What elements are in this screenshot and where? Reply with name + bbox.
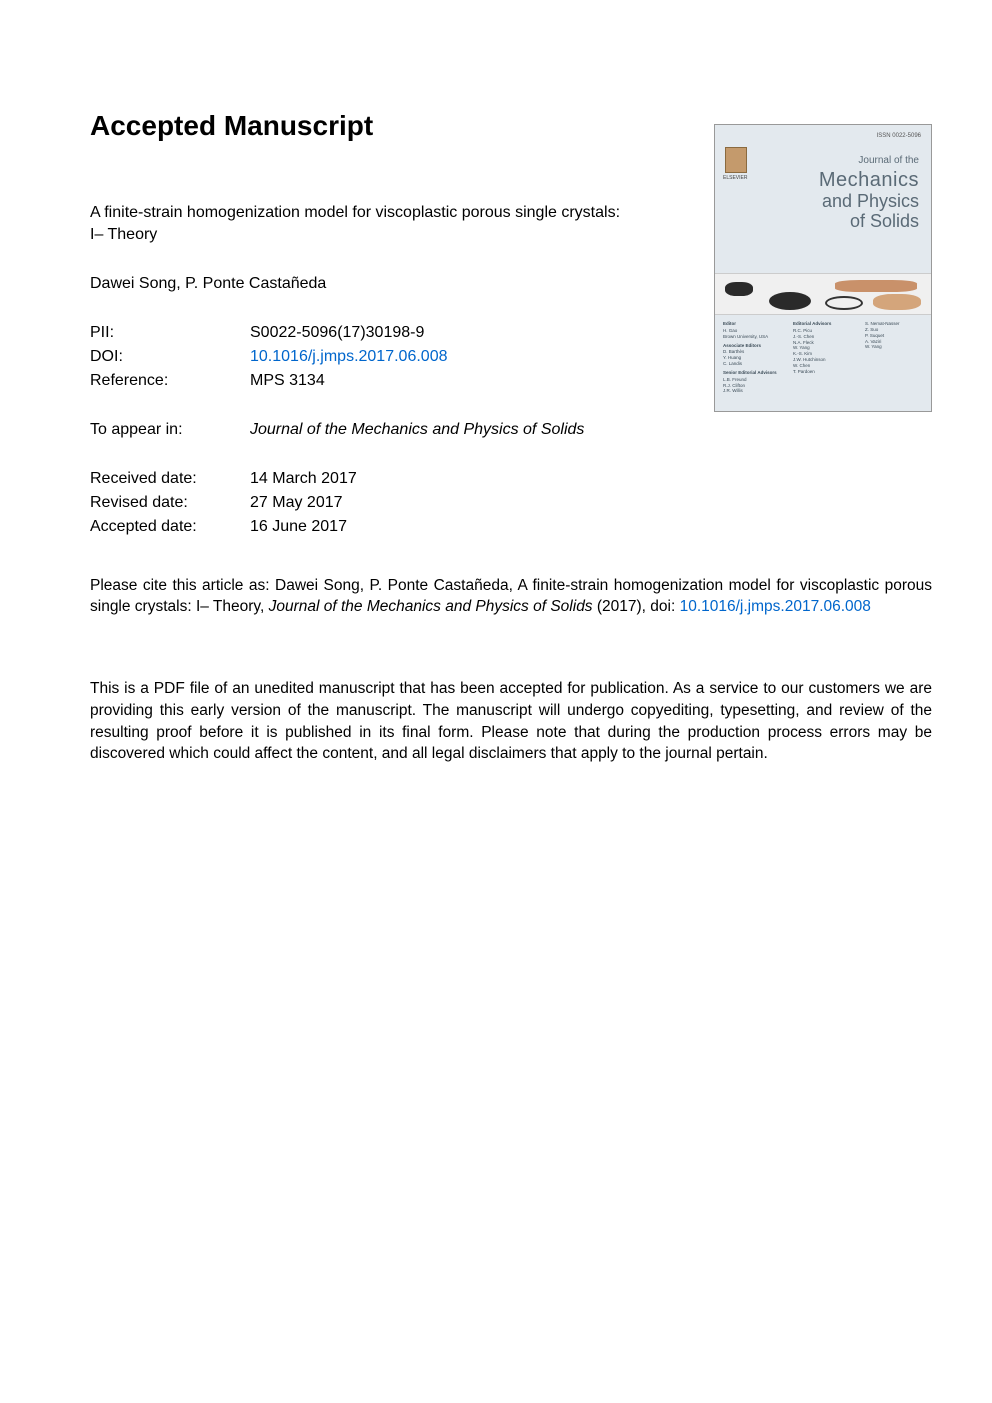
received-row: Received date: 14 March 2017 (90, 467, 932, 491)
received-value: 14 March 2017 (250, 467, 357, 491)
elsevier-logo-icon (725, 147, 747, 173)
cover-board-name: T. Pardoen (793, 369, 853, 375)
reference-label: Reference: (90, 369, 250, 393)
accepted-label: Accepted date: (90, 515, 250, 539)
cover-assoc-heading: Associate Editors (723, 343, 783, 349)
reference-value: MPS 3134 (250, 369, 325, 393)
citation-year: (2017), doi: (593, 598, 680, 615)
dates-table: Received date: 14 March 2017 Revised dat… (90, 467, 932, 539)
cover-editor-heading: Editor (723, 321, 783, 327)
cover-shape-icon (825, 296, 863, 310)
cover-shape-icon (769, 292, 811, 310)
to-appear-value: Journal of the Mechanics and Physics of … (250, 421, 584, 439)
cover-advisor-name: J.R. Willis (723, 388, 783, 394)
citation-journal: Journal of the Mechanics and Physics of … (269, 598, 593, 615)
cover-shape-icon (873, 294, 921, 310)
cover-top-region: ISSN 0022-5096 ELSEVIER Journal of the M… (715, 125, 931, 273)
doi-link[interactable]: 10.1016/j.jmps.2017.06.008 (250, 345, 447, 369)
accepted-row: Accepted date: 16 June 2017 (90, 515, 932, 539)
citation-text: Please cite this article as: Dawei Song,… (90, 575, 932, 618)
cover-journal-of: Journal of the (858, 155, 919, 166)
cover-senior-heading: Senior Editorial Advisors (723, 370, 783, 376)
received-label: Received date: (90, 467, 250, 491)
cover-board-heading: Editorial Advisors (793, 321, 853, 327)
pii-label: PII: (90, 321, 250, 345)
cover-editorial-board: Editor H. Gao Brown University, USA Asso… (715, 315, 931, 412)
citation-doi-link[interactable]: 10.1016/j.jmps.2017.06.008 (680, 598, 871, 615)
cover-title-line2: and Physics (822, 191, 919, 212)
cover-graphic-band (715, 273, 931, 315)
to-appear-label: To appear in: (90, 421, 250, 439)
doi-label: DOI: (90, 345, 250, 369)
disclaimer-text: This is a PDF file of an unedited manusc… (90, 678, 932, 765)
accepted-value: 16 June 2017 (250, 515, 347, 539)
journal-cover-thumbnail: ISSN 0022-5096 ELSEVIER Journal of the M… (714, 124, 932, 412)
pii-value: S0022-5096(17)30198-9 (250, 321, 424, 345)
elsevier-label: ELSEVIER (723, 175, 747, 181)
cover-title-line1: Mechanics (819, 169, 919, 192)
revised-row: Revised date: 27 May 2017 (90, 491, 932, 515)
cover-board-name: W. Yang (865, 344, 925, 350)
cover-editor-affil: Brown University, USA (723, 334, 783, 340)
cover-title-line3: of Solids (850, 211, 919, 232)
cover-shape-icon (725, 282, 753, 296)
revised-label: Revised date: (90, 491, 250, 515)
cover-issn: ISSN 0022-5096 (877, 133, 921, 139)
to-appear-row: To appear in: Journal of the Mechanics a… (90, 421, 932, 439)
revised-value: 27 May 2017 (250, 491, 343, 515)
cover-assoc-name: C. Landis (723, 361, 783, 367)
cover-shape-icon (835, 280, 917, 292)
article-title: A finite-strain homogenization model for… (90, 202, 630, 247)
